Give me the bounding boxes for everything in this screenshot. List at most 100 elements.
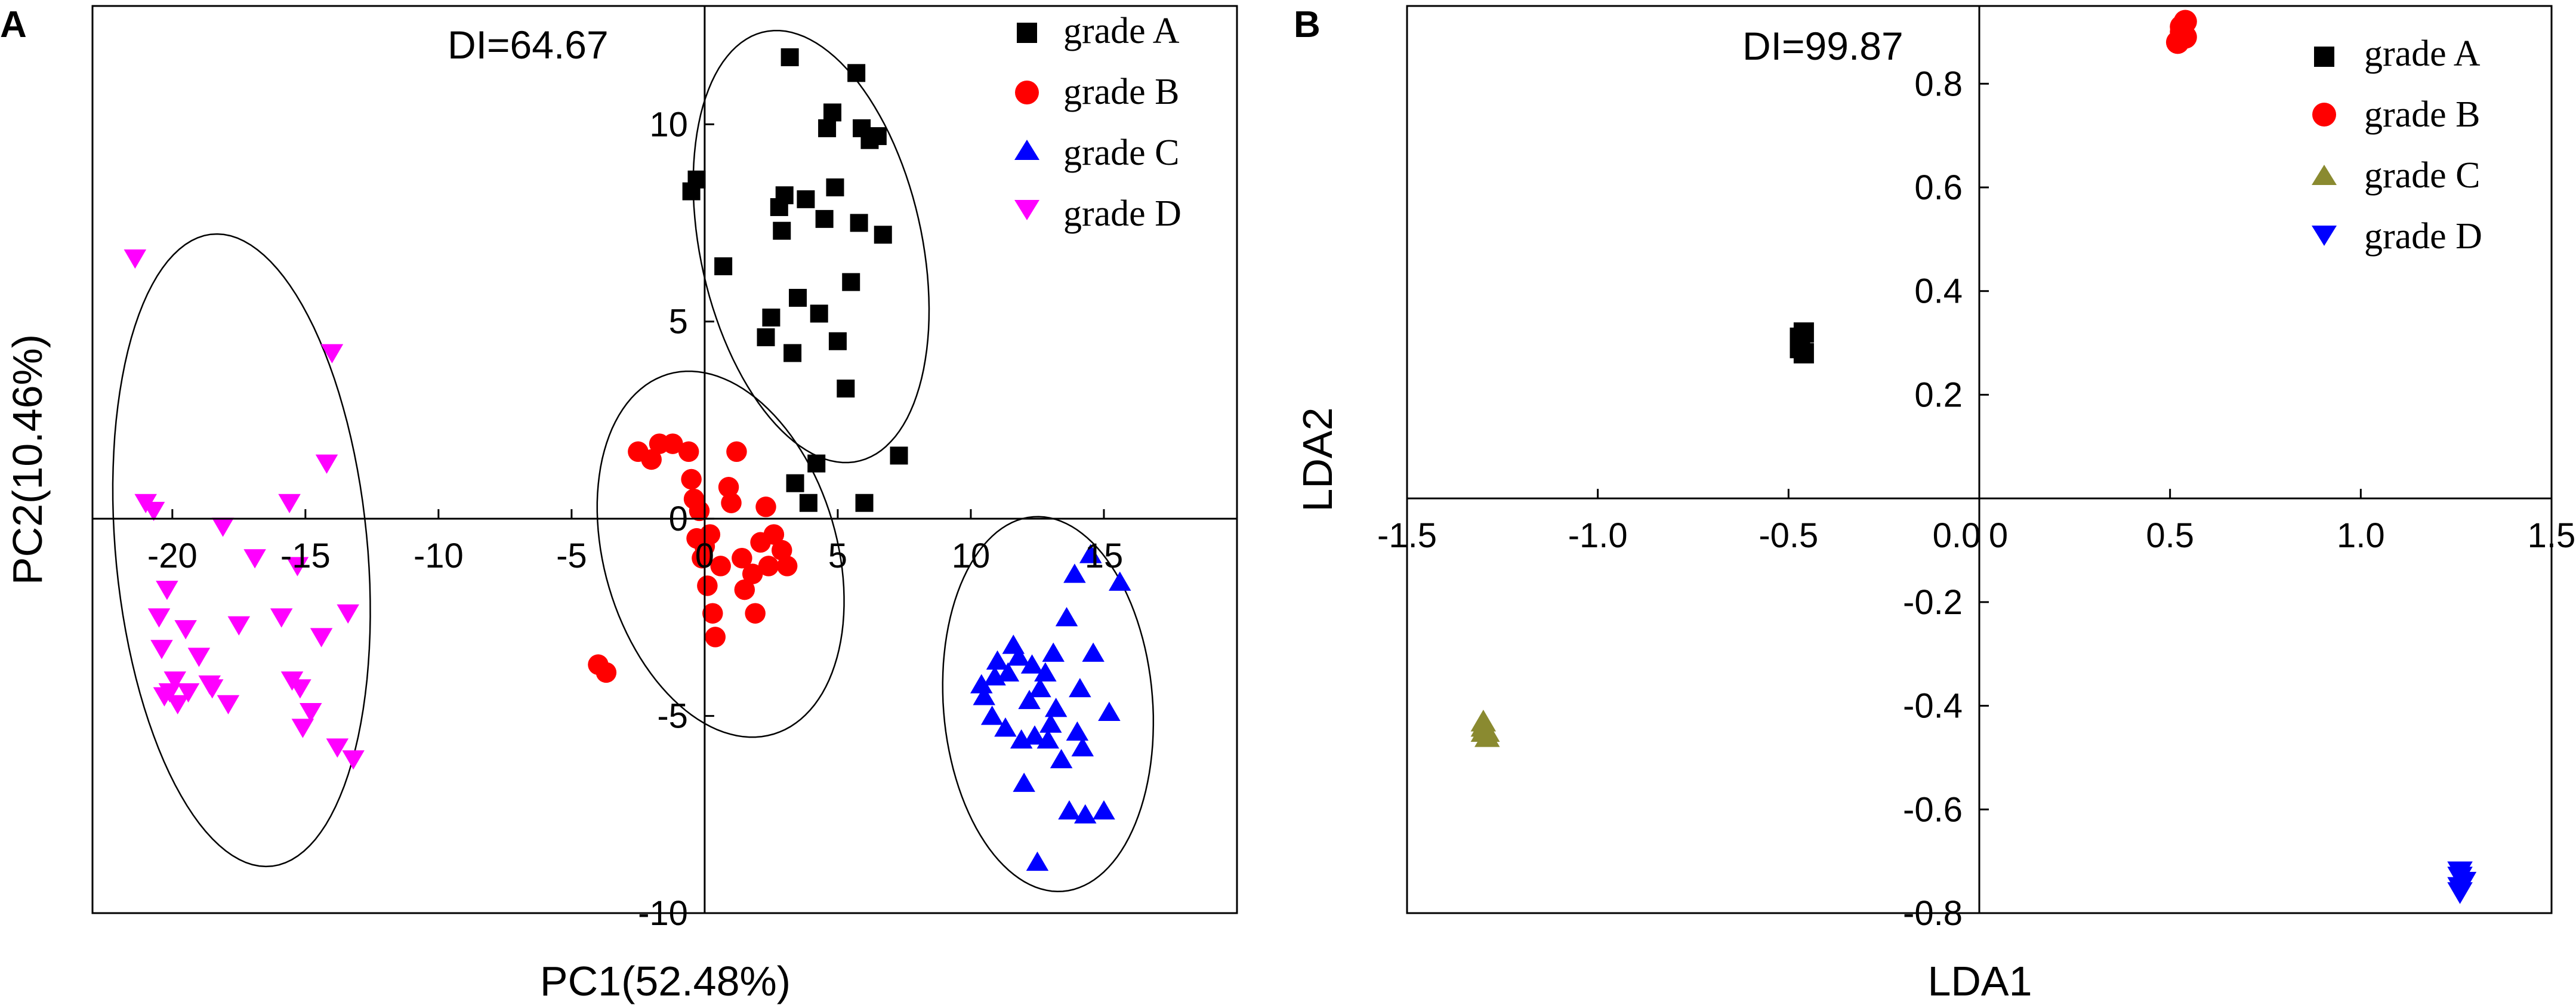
point-a-grade-C [1108,571,1131,591]
point-a-grade-D [150,640,173,659]
point-a-grade-B [776,556,798,577]
point-a-grade-B [596,662,617,683]
point-a-grade-C [1023,725,1046,745]
point-a-grade-D [320,344,344,363]
x-tick-label-a: 0 [695,537,714,575]
point-a-grade-D [200,679,224,699]
point-a-grade-B [641,449,662,470]
point-a-grade-B [763,524,785,545]
point-a-grade-B [697,575,718,596]
legend-a-label-grade-c: grade C [1063,132,1180,173]
point-a-grade-A [837,380,855,398]
point-a-grade-C [994,717,1017,737]
point-a-grade-A [828,332,847,350]
point-a-grade-D [291,719,314,738]
x-tick-label-b: 0 [1989,516,2008,555]
y-tick-label-b: 0.2 [1914,375,1963,414]
y-tick-label-b: -0.4 [1903,687,1963,726]
x-tick-label-b: 1.5 [2528,516,2576,555]
x-tick-label-b: 1.0 [2337,516,2385,555]
cluster-ellipse-grade-A [692,29,930,464]
point-a-grade-A [797,190,815,208]
point-a-grade-A [757,328,775,347]
point-a-grade-C [1020,654,1044,674]
legend-a-marker-grade-c [1014,140,1039,160]
point-a-grade-D [289,679,311,699]
legend-a: grade A grade B grade C grade D [1014,11,1181,234]
point-a-grade-C [1044,698,1068,717]
point-a-grade-C [1093,800,1115,820]
point-a-grade-A [810,304,828,323]
point-a-grade-D [147,608,171,628]
point-a-grade-A [807,454,826,473]
point-a-grade-A [855,494,874,512]
point-a-grade-C [973,686,996,705]
y-tick-label-b: -0.2 [1903,583,1963,622]
point-a-grade-A [868,127,887,146]
point-b-grade-C [1474,720,1500,742]
legend-a-marker-grade-b [1015,81,1039,104]
point-a-grade-B [718,477,739,498]
point-a-grade-A [789,289,807,307]
point-a-grade-A [714,257,733,276]
x-tick-label-b: -1.5 [1377,516,1437,555]
lda-annotation: DI=99.87 [1742,24,1904,68]
y-tick-label-a: 0 [669,500,688,538]
point-a-grade-B [742,563,763,584]
legend-a-label-grade-d: grade D [1063,193,1181,234]
point-a-grade-A [842,273,860,291]
point-a-grade-D [187,648,211,667]
point-a-grade-D [300,702,322,723]
point-a-grade-C [970,674,993,693]
point-a-grade-A [818,119,837,137]
point-a-grade-C [1098,701,1121,721]
x-tick-label-b: -1.0 [1568,516,1628,555]
point-a-grade-B [678,441,699,463]
point-a-grade-C [1036,729,1060,749]
point-a-grade-A [874,226,892,244]
cluster-ellipse-grade-C [942,516,1155,893]
legend-a-label-grade-a: grade A [1063,11,1180,51]
point-a-grade-B [702,603,723,624]
point-a-grade-A [823,103,842,122]
cluster-ellipse-grade-D [112,233,371,868]
y-tick-label-a: 5 [669,303,688,341]
point-a-grade-C [1042,642,1065,662]
point-a-grade-B [758,556,779,577]
legend-a-marker-grade-a [1017,23,1037,43]
point-a-grade-C [1069,678,1091,698]
point-a-grade-B [705,627,726,648]
point-a-grade-C [1007,646,1030,666]
x-tick-label-a: 5 [828,537,847,575]
point-a-grade-D [174,620,197,640]
point-a-grade-C [1058,800,1081,820]
axes-b: -1.5 -1.0 -0.5 0.0 0 0.5 1.0 1.5 -0.8 -0.6 -0.4 -0.… [1377,6,2575,933]
point-a-grade-A [890,446,908,465]
panel-label-a: A [0,4,27,45]
x-tick-label-a: -15 [280,537,331,575]
point-a-grade-D [310,628,333,648]
point-a-grade-A [847,64,866,82]
plot-frame-a [91,5,1238,914]
x-axis-title-b: LDA1 [1927,958,2032,1004]
point-a-grade-B [662,433,683,454]
point-a-grade-C [1074,804,1097,824]
legend-b-label-grade-c: grade C [2364,155,2481,196]
y-tick-label-b: 0.6 [1914,168,1963,207]
x-tick-label-a: 15 [1085,537,1124,575]
point-a-grade-B [734,579,755,600]
point-a-grade-A [773,221,791,240]
point-a-grade-D [326,738,349,758]
point-a-grade-C [986,650,1009,670]
axes-a: -20 -15 -10 -5 0 5 10 15 -10 -5 0 5 10 [92,6,1237,933]
marker-layer-b [1470,10,2477,904]
legend-b: grade A grade B grade C grade D [2312,33,2482,257]
point-a-grade-B [726,441,747,463]
x-tick-label-a: -5 [556,537,587,575]
point-a-grade-A [780,48,799,66]
point-a-grade-B [745,603,766,624]
panel-label-b: B [1294,4,1321,45]
point-a-grade-D [278,494,301,513]
y-tick-label-a: -5 [657,697,688,736]
point-b-grade-B [2173,10,2197,33]
